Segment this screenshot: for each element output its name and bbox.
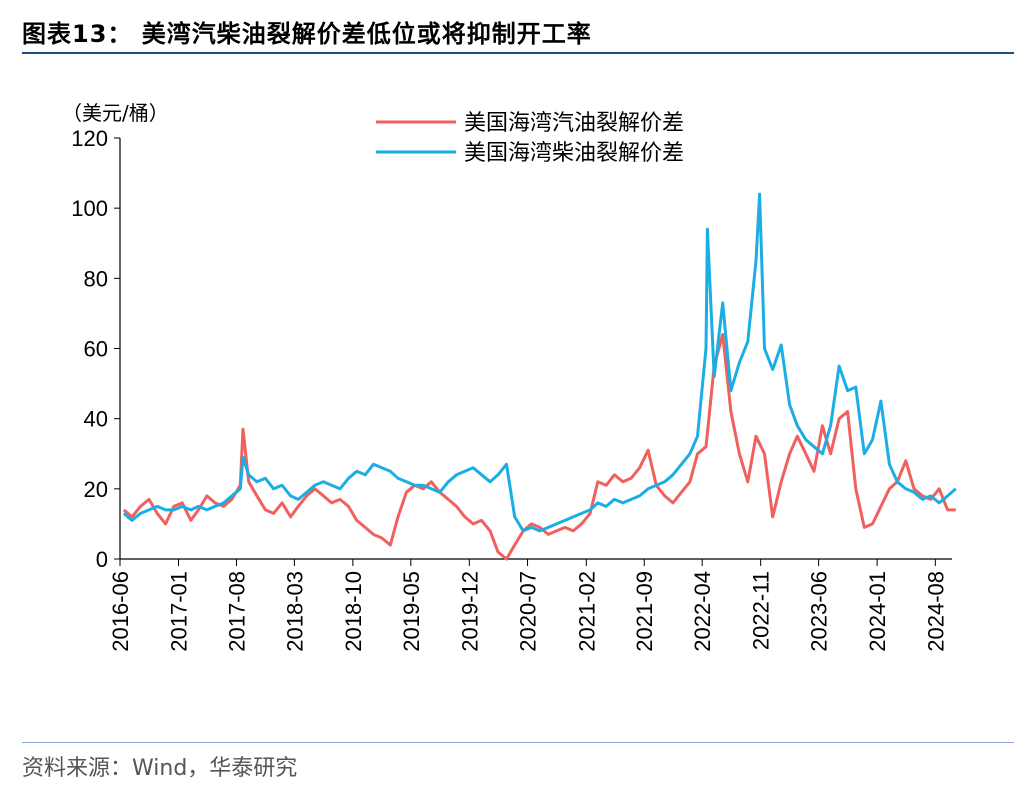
title-divider — [22, 52, 1014, 54]
source-note: 资料来源：Wind，华泰研究 — [22, 756, 298, 781]
y-tick-label: 80 — [84, 266, 108, 291]
y-tick-label: 0 — [96, 547, 108, 572]
x-tick-label: 2020-07 — [516, 571, 541, 652]
x-tick-label: 2024-01 — [865, 571, 890, 652]
y-tick-label: 120 — [71, 126, 108, 151]
x-tick-label: 2022-11 — [749, 571, 774, 650]
source-divider — [22, 742, 1014, 743]
y-tick-label: 60 — [84, 337, 108, 362]
x-tick-label: 2023-06 — [807, 571, 832, 652]
y-tick-label: 40 — [84, 407, 108, 432]
series-line-2 — [122, 192, 957, 533]
legend-label: 美国海湾柴油裂解价差 — [464, 140, 684, 165]
x-tick-label: 2017-01 — [166, 571, 191, 652]
x-tick-label: 2021-09 — [632, 571, 657, 652]
y-tick-label: 100 — [71, 196, 108, 221]
x-tick-label: 2018-03 — [282, 571, 307, 652]
x-tick-label: 2022-04 — [690, 571, 715, 652]
x-tick-label: 2019-12 — [457, 571, 482, 652]
x-tick-label: 2024-08 — [923, 571, 948, 652]
x-tick-label: 2018-10 — [341, 571, 366, 652]
y-tick-label: 20 — [84, 477, 108, 502]
figure-title: 图表13： 美湾汽柴油裂解价差低位或将抑制开工率 — [22, 20, 592, 48]
y-axis-unit-label: （美元/桶） — [62, 101, 169, 125]
line-chart: 0 20 40 60 80 100 120 2016-06 2017-01 2017-08 2018… — [62, 101, 957, 652]
x-tick-label: 2016-06 — [108, 571, 133, 652]
chart-series — [122, 192, 957, 561]
legend-label: 美国海湾汽油裂解价差 — [464, 110, 684, 135]
chart-axes: 0 20 40 60 80 100 120 2016-06 2017-01 2017-08 2018… — [71, 126, 952, 652]
x-tick-label: 2021-02 — [574, 571, 599, 652]
x-tick-label: 2019-05 — [399, 571, 424, 652]
series-line-1 — [122, 333, 956, 561]
x-tick-label: 2017-08 — [224, 571, 249, 652]
